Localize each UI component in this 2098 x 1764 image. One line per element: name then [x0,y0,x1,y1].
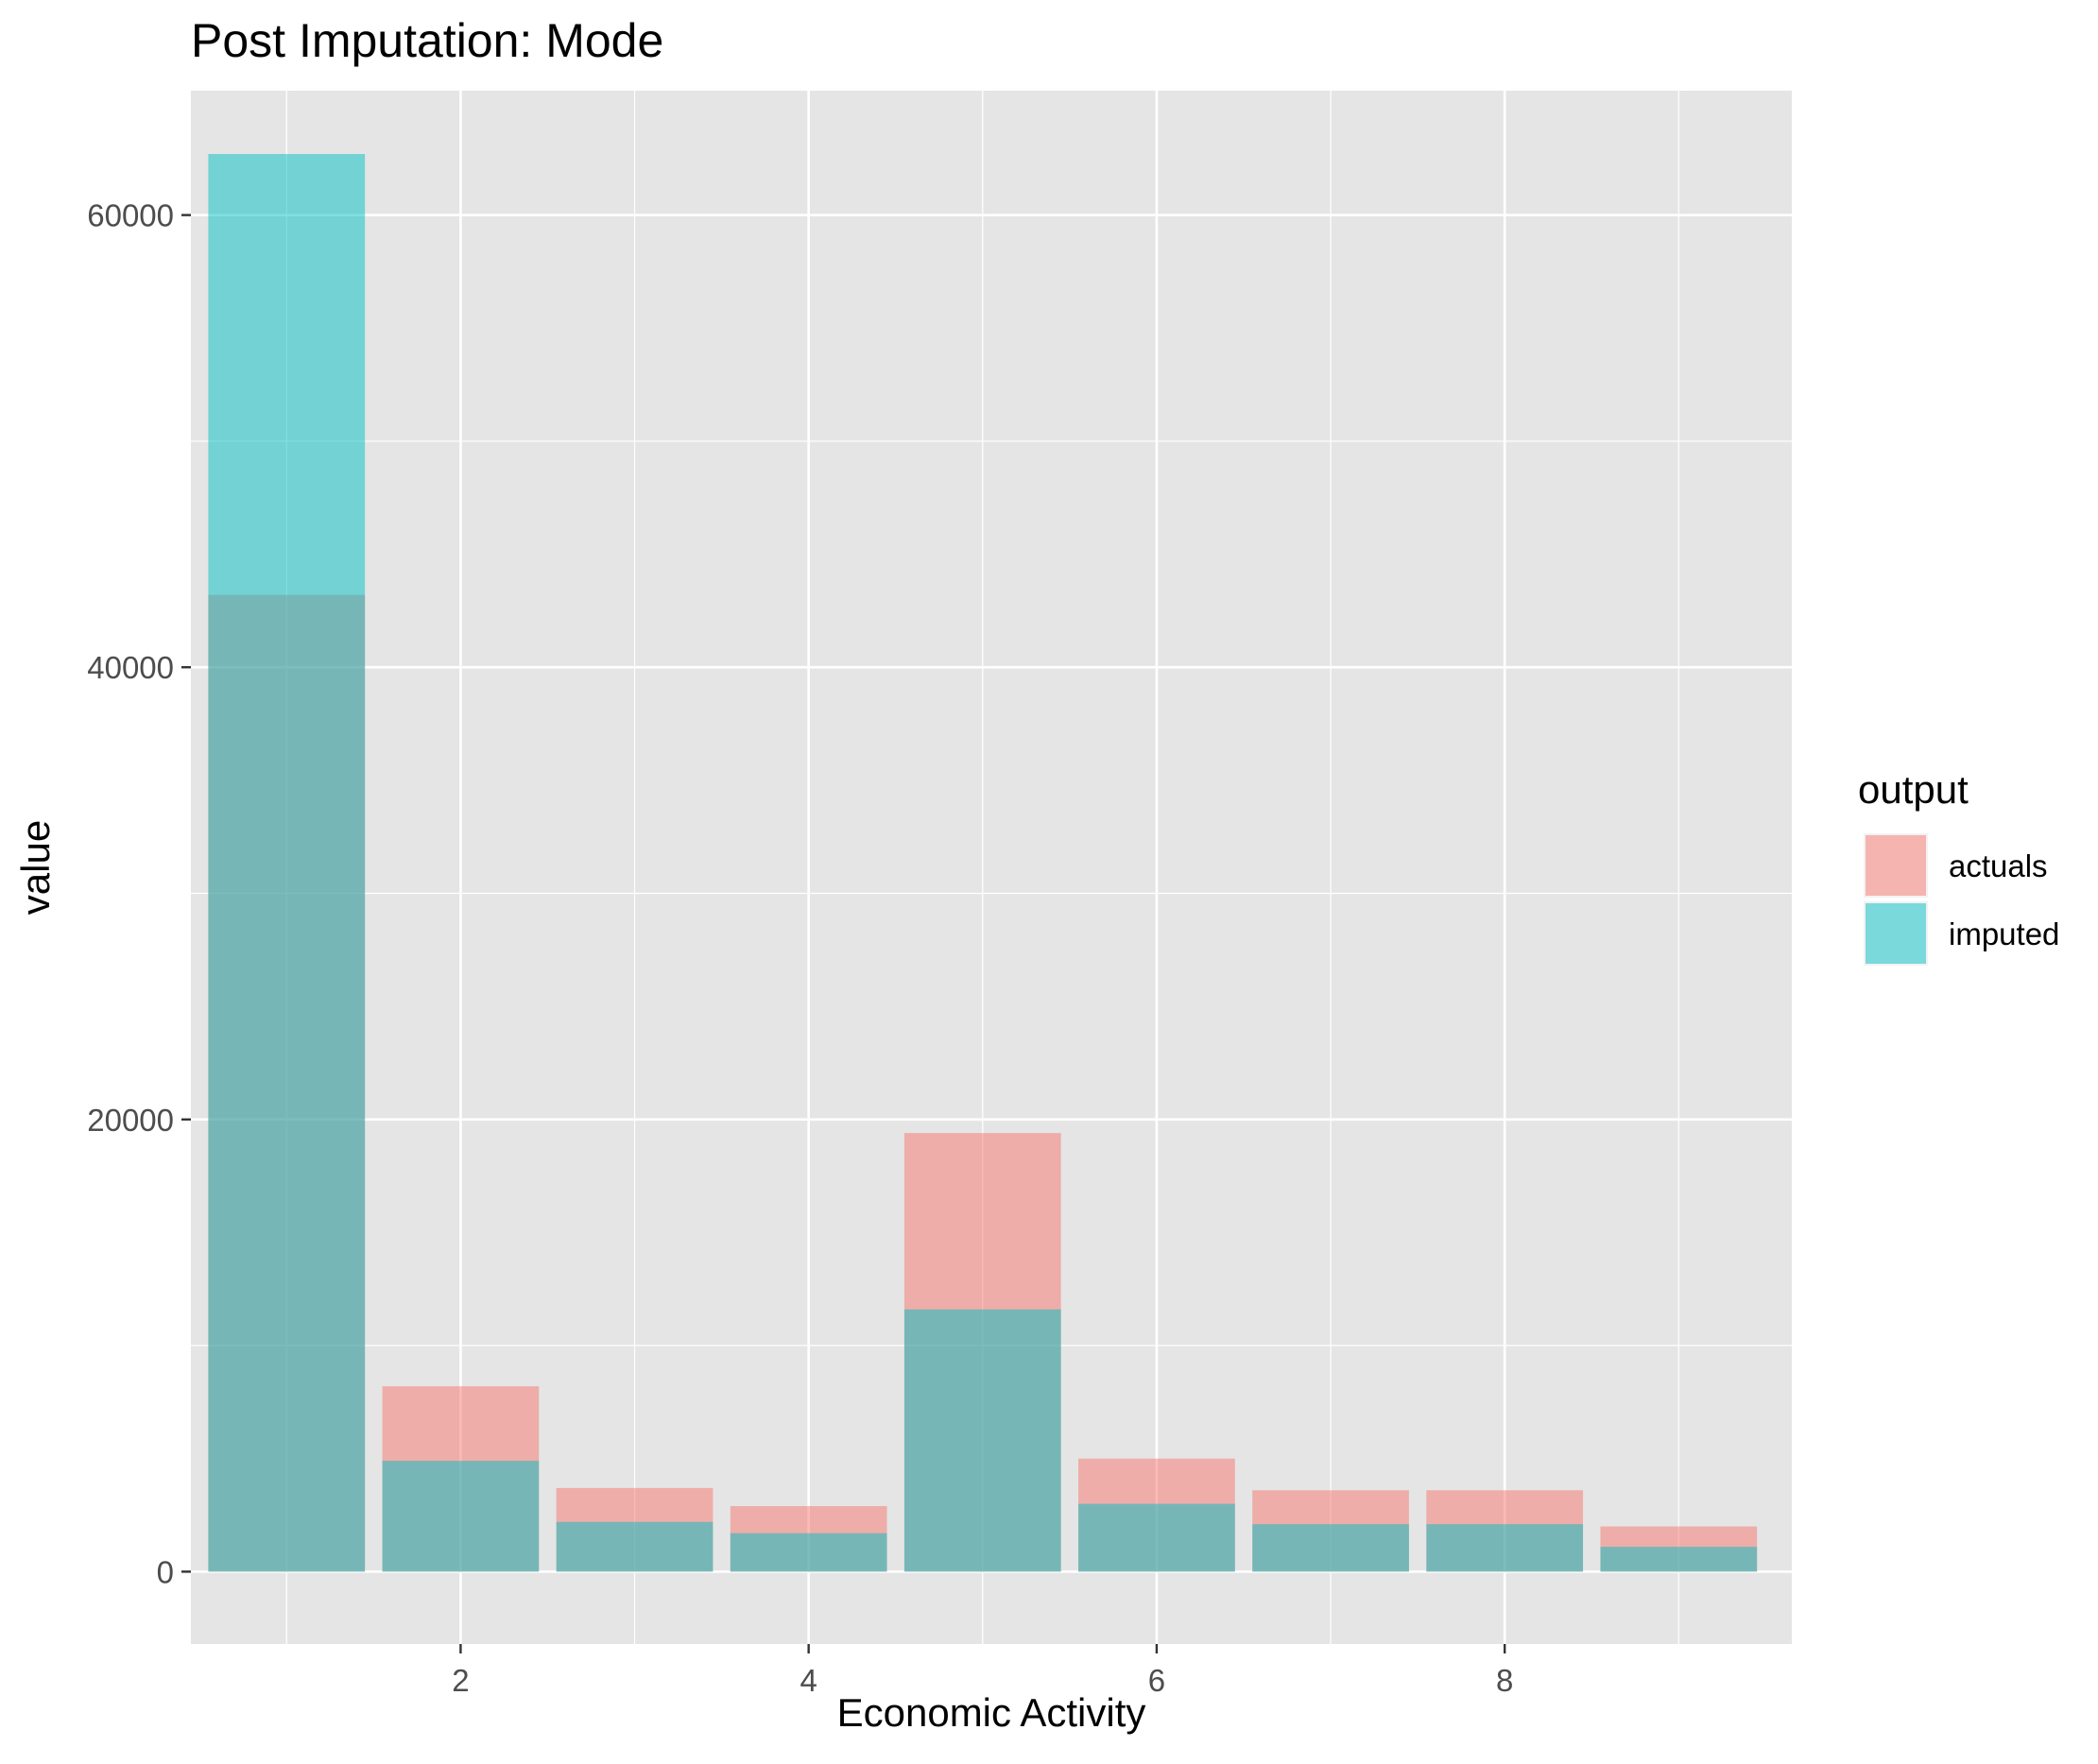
x-axis-label: Economic Activity [837,1690,1146,1735]
legend-title: output [1858,767,1969,812]
bar-imputed [1426,1524,1584,1572]
x-axis: 2 4 6 8 [452,1644,1513,1698]
x-tick-label: 6 [1148,1663,1165,1698]
bars [208,154,1758,1572]
chart-title: Post Imputation: Mode [191,14,663,67]
y-tick-label: 40000 [87,650,174,685]
bar-imputed [903,1309,1061,1572]
bar-imputed [556,1521,714,1572]
y-tick-label: 20000 [87,1103,174,1138]
bar-imputed [1600,1547,1758,1572]
legend-label-imputed: imputed [1949,916,2059,951]
legend: output actuals imputed [1858,767,2059,966]
y-axis: 0 20000 40000 60000 [87,198,191,1589]
x-tick-label: 8 [1496,1663,1513,1698]
legend-label-actuals: actuals [1949,848,2048,883]
x-tick-label: 2 [452,1663,469,1698]
legend-swatch-actuals [1866,835,1926,896]
bar-imputed [1078,1503,1235,1572]
y-tick-label: 0 [157,1554,174,1589]
bar-imputed [730,1533,887,1572]
x-tick-label: 4 [800,1663,817,1698]
legend-items: actuals imputed [1864,833,2059,966]
bar-imputed [208,154,366,1572]
bar-imputed [382,1461,540,1572]
bar-imputed [1252,1524,1409,1572]
y-tick-label: 60000 [87,198,174,233]
y-axis-label: value [13,820,58,915]
legend-swatch-imputed [1866,903,1926,964]
